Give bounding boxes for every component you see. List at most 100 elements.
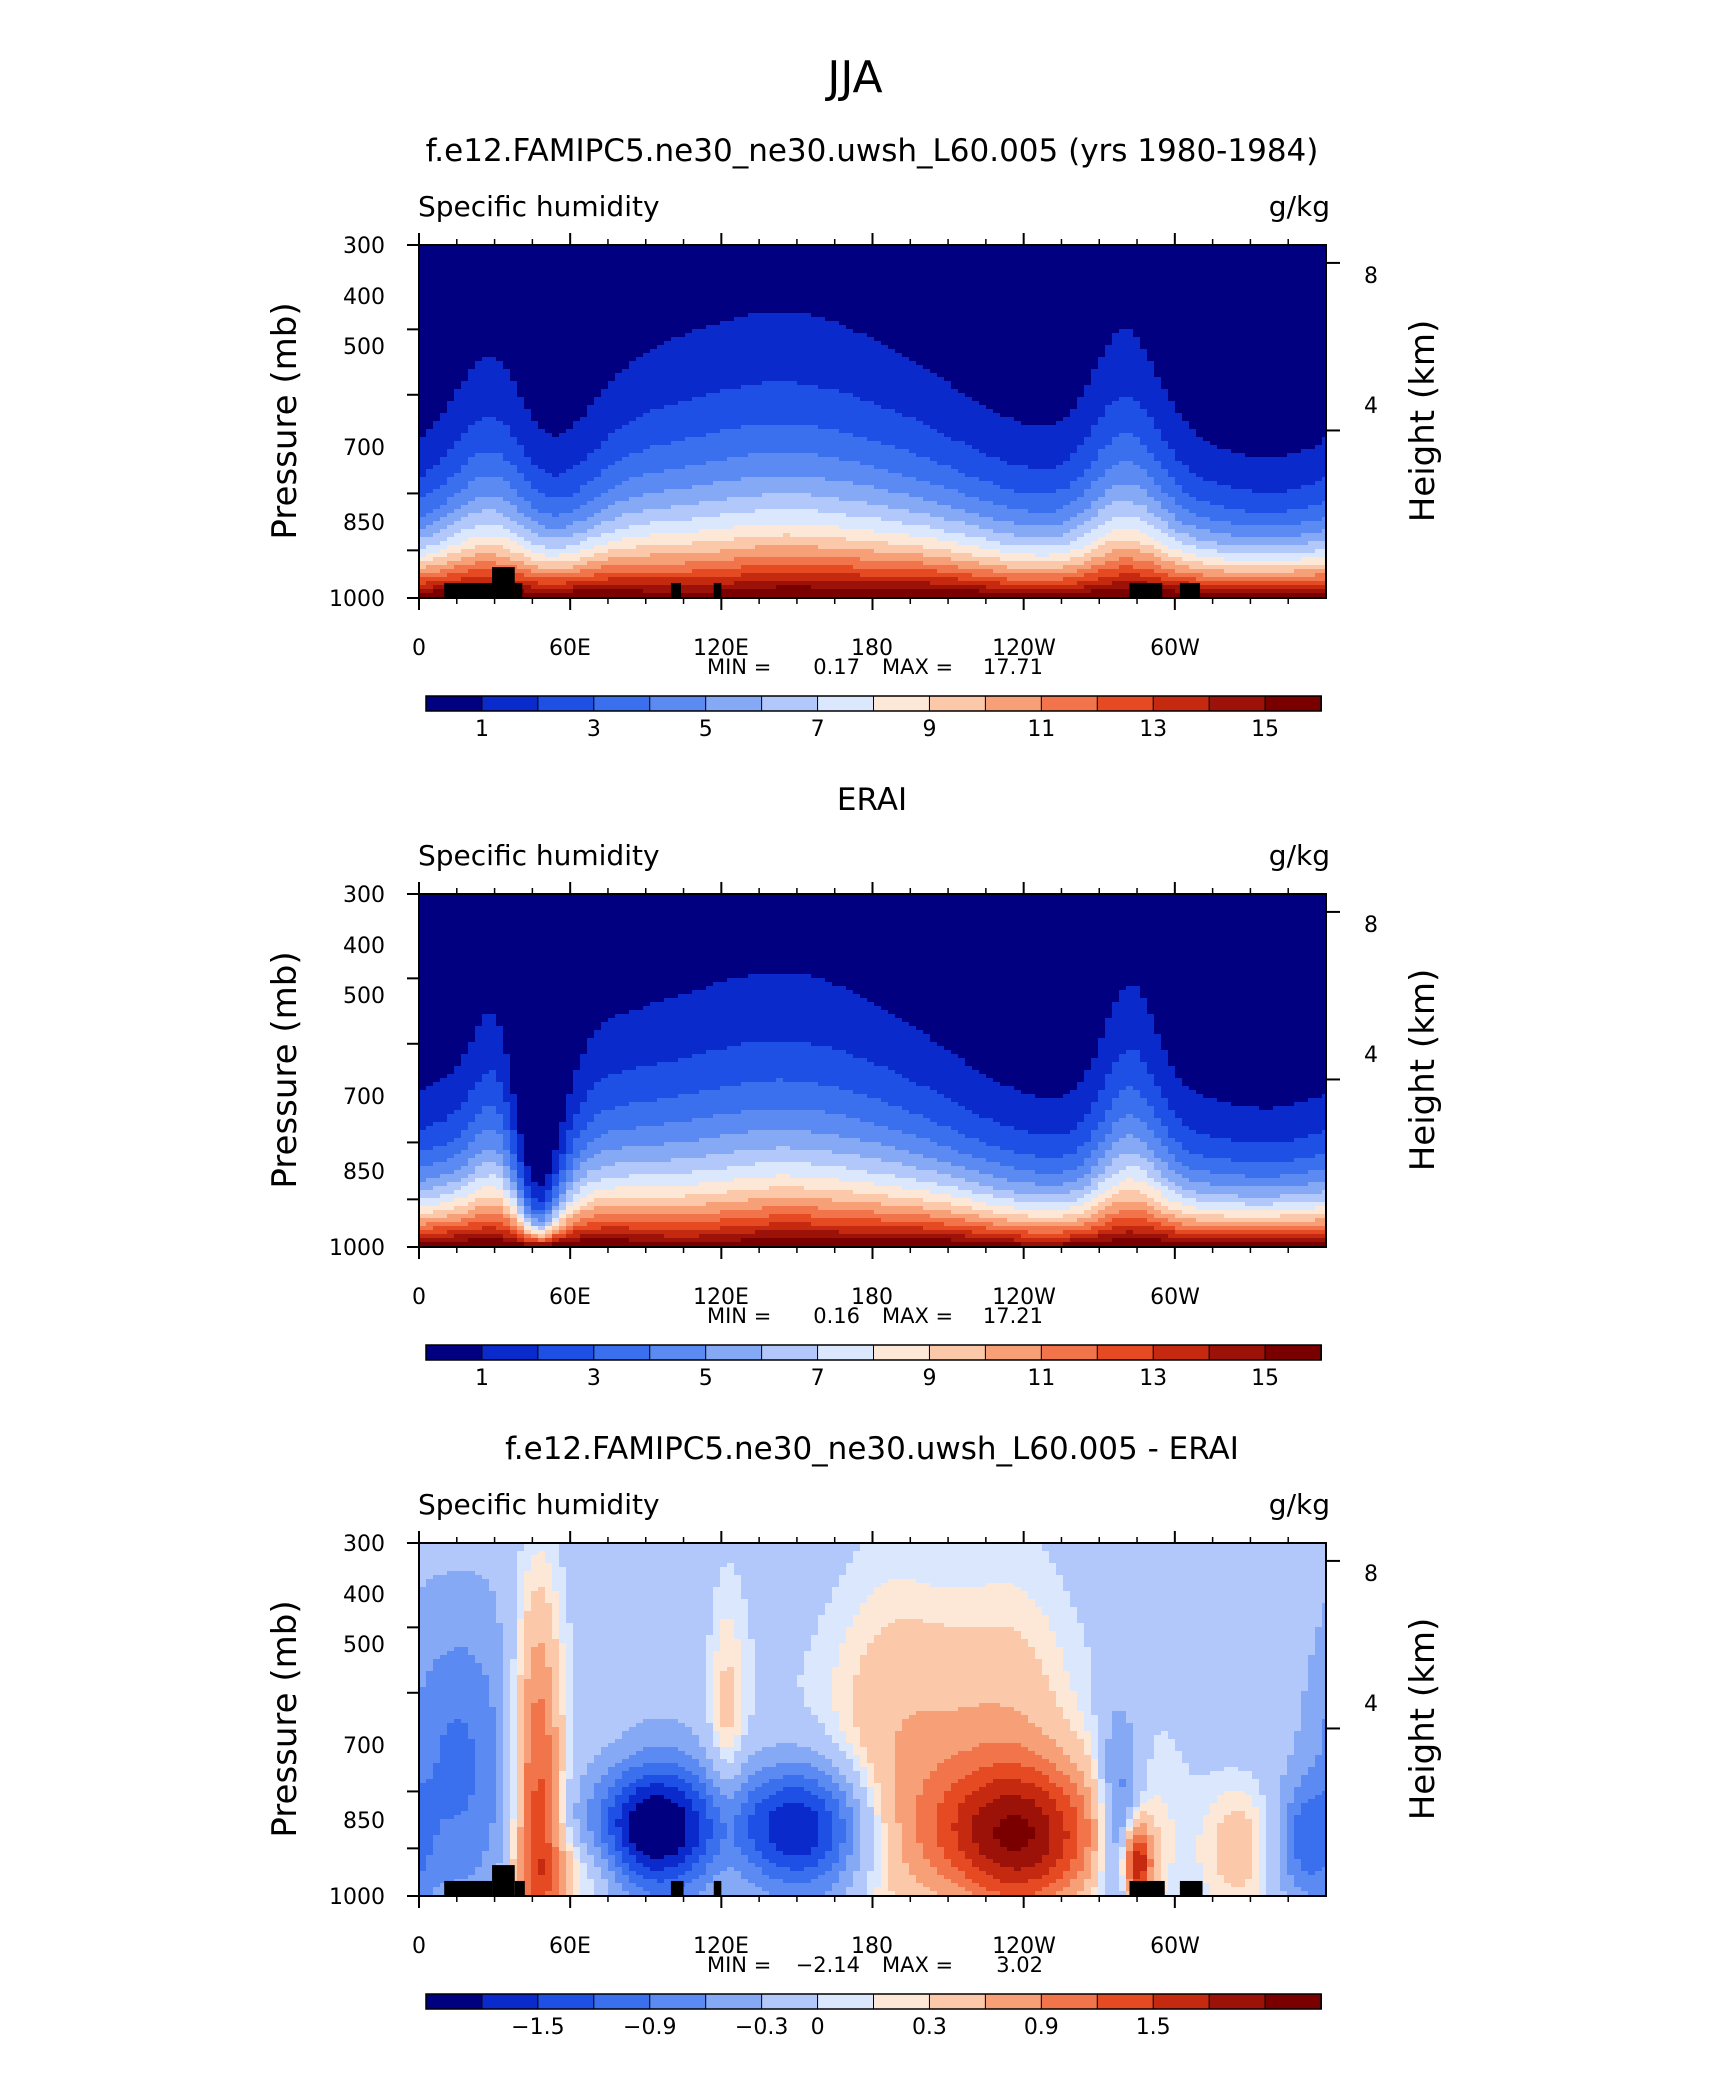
- field-cell: [825, 257, 833, 262]
- field-cell: [517, 273, 525, 278]
- field-cell: [1252, 313, 1260, 318]
- field-cell: [629, 269, 637, 274]
- field-cell: [426, 257, 434, 262]
- field-cell: [615, 313, 623, 318]
- field-cell: [475, 281, 483, 286]
- field-cell: [874, 269, 882, 274]
- field-cell: [811, 297, 819, 302]
- field-cell: [1014, 269, 1022, 274]
- field-cell: [440, 249, 448, 254]
- field-cell: [1294, 281, 1302, 286]
- field-cell: [1056, 253, 1064, 258]
- field-cell: [1077, 321, 1085, 326]
- field-cell: [832, 273, 840, 278]
- field-cell: [783, 265, 791, 270]
- field-cell: [1294, 305, 1302, 310]
- field-cell: [888, 269, 896, 274]
- field-cell: [601, 305, 609, 310]
- field-cell: [1301, 301, 1309, 306]
- field-cell: [1098, 277, 1106, 282]
- field-cell: [1077, 301, 1085, 306]
- field-cell: [671, 269, 679, 274]
- field-cell: [461, 265, 469, 270]
- field-cell: [580, 297, 588, 302]
- field-cell: [566, 289, 574, 294]
- field-cell: [1133, 281, 1141, 286]
- field-cell: [1168, 289, 1176, 294]
- field-cell: [958, 301, 966, 306]
- field-cell: [699, 265, 707, 270]
- field-cell: [496, 269, 504, 274]
- field-cell: [839, 313, 847, 318]
- field-cell: [797, 249, 805, 254]
- field-cell: [1007, 293, 1015, 298]
- field-cell: [1217, 297, 1225, 302]
- field-cell: [580, 289, 588, 294]
- field-cell: [1147, 277, 1155, 282]
- field-cell: [1007, 301, 1015, 306]
- field-cell: [846, 313, 854, 318]
- field-cell: [909, 305, 917, 310]
- field-cell: [454, 249, 462, 254]
- field-cell: [433, 269, 441, 274]
- field-cell: [860, 273, 868, 278]
- field-cell: [587, 317, 595, 322]
- field-cell: [804, 265, 812, 270]
- field-cell: [1035, 293, 1043, 298]
- field-cell: [853, 317, 861, 322]
- field-cell: [1161, 321, 1169, 326]
- field-cell: [475, 301, 483, 306]
- field-cell: [559, 277, 567, 282]
- field-cell: [1056, 265, 1064, 270]
- field-cell: [1133, 289, 1141, 294]
- field-cell: [1217, 281, 1225, 286]
- field-cell: [1168, 273, 1176, 278]
- field-cell: [720, 273, 728, 278]
- field-cell: [755, 317, 763, 322]
- field-cell: [1168, 257, 1176, 262]
- field-cell: [587, 305, 595, 310]
- field-cell: [419, 277, 427, 282]
- field-cell: [552, 285, 560, 290]
- field-cell: [552, 253, 560, 258]
- field-cell: [545, 297, 553, 302]
- field-cell: [1140, 261, 1148, 266]
- field-cell: [517, 297, 525, 302]
- field-cell: [545, 277, 553, 282]
- field-cell: [482, 297, 490, 302]
- field-cell: [839, 289, 847, 294]
- field-cell: [1210, 289, 1218, 294]
- field-cell: [839, 277, 847, 282]
- field-cell: [1203, 253, 1211, 258]
- field-cell: [643, 265, 651, 270]
- field-cell: [1091, 317, 1099, 322]
- field-cell: [706, 289, 714, 294]
- field-cell: [1301, 277, 1309, 282]
- field-cell: [958, 321, 966, 326]
- field-cell: [1210, 269, 1218, 274]
- field-cell: [1084, 277, 1092, 282]
- field-cell: [650, 285, 658, 290]
- field-cell: [1028, 289, 1036, 294]
- field-cell: [1287, 257, 1295, 262]
- field-cell: [433, 317, 441, 322]
- field-cell: [839, 317, 847, 322]
- field-cell: [860, 305, 868, 310]
- field-cell: [832, 269, 840, 274]
- field-cell: [1042, 257, 1050, 262]
- field-cell: [1203, 249, 1211, 254]
- field-cell: [1126, 249, 1134, 254]
- field-cell: [1308, 277, 1316, 282]
- field-cell: [958, 265, 966, 270]
- field-cell: [1168, 269, 1176, 274]
- field-cell: [818, 285, 826, 290]
- field-cell: [1140, 273, 1148, 278]
- field-cell: [1224, 293, 1232, 298]
- field-cell: [1133, 261, 1141, 266]
- field-cell: [580, 269, 588, 274]
- field-cell: [1196, 321, 1204, 326]
- field-cell: [1091, 257, 1099, 262]
- field-cell: [790, 301, 798, 306]
- field-cell: [1084, 265, 1092, 270]
- field-cell: [790, 253, 798, 258]
